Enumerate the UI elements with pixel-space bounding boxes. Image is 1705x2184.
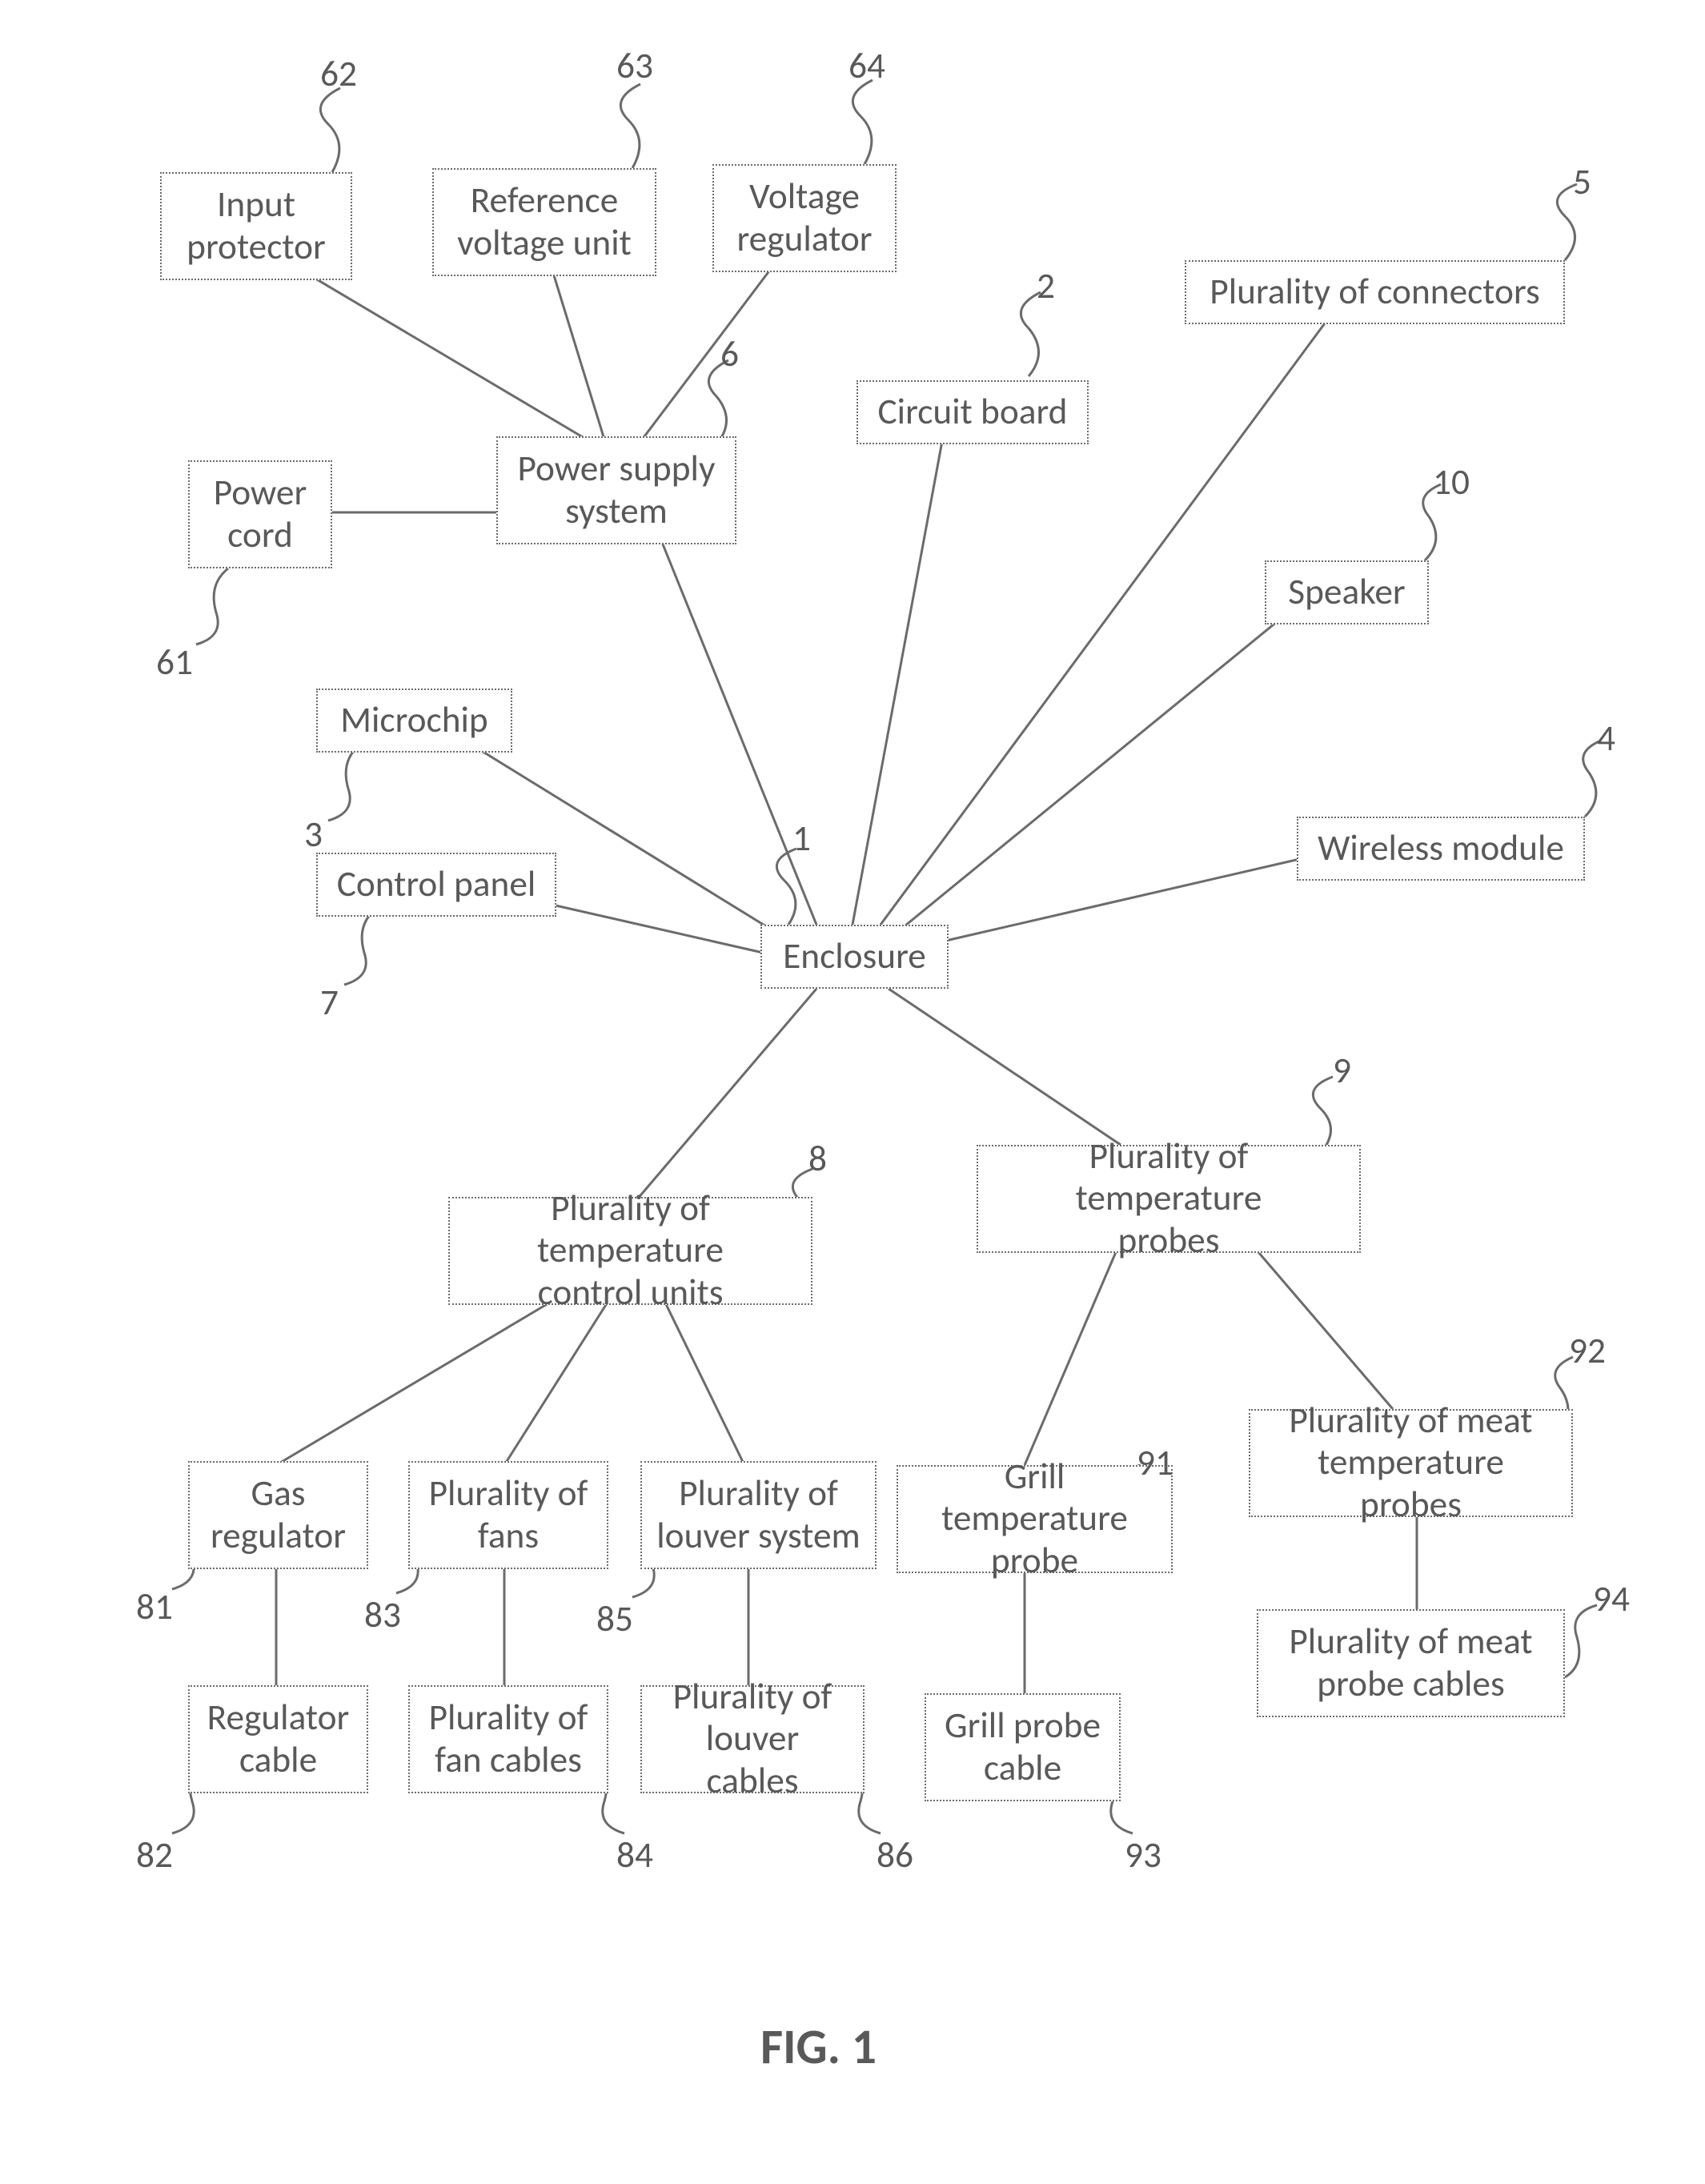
node-label: Plurality oflouver system — [656, 1473, 860, 1556]
node-temp-probes: Plurality of temperatureprobes — [977, 1145, 1361, 1253]
ref-power-cord: 61 — [156, 640, 193, 685]
node-voltage-regulator: Voltageregulator — [712, 164, 897, 272]
node-label: Microchip — [340, 700, 488, 741]
node-label: Enclosure — [783, 936, 926, 978]
node-power-supply: Power supplysystem — [496, 436, 736, 544]
ref-circuit-board: 2 — [1037, 264, 1055, 308]
node-grill-probe-cable: Grill probecable — [925, 1693, 1121, 1801]
ref-fan-cables: 84 — [616, 1833, 653, 1877]
node-label: Gasregulator — [211, 1473, 346, 1556]
ref-speaker: 10 — [1433, 460, 1470, 504]
ref-wireless: 4 — [1597, 717, 1615, 761]
node-label: Plurality of temperaturecontrol units — [464, 1188, 796, 1313]
node-louver-cables: Plurality oflouver cables — [640, 1685, 865, 1793]
ref-enclosure: 1 — [792, 817, 811, 861]
node-label: Plurality of connectors — [1210, 271, 1539, 313]
node-label: Plurality of meattemperature probes — [1265, 1400, 1557, 1525]
ref-voltage-regulator: 64 — [848, 44, 885, 88]
node-meat-temp-probes: Plurality of meattemperature probes — [1249, 1409, 1573, 1517]
ref-fans: 83 — [364, 1593, 401, 1637]
node-control-panel: Control panel — [316, 853, 556, 917]
ref-connectors: 5 — [1573, 160, 1591, 204]
node-temp-control: Plurality of temperaturecontrol units — [448, 1197, 812, 1305]
node-regulator-cable: Regulatorcable — [188, 1685, 368, 1793]
connector-lines — [0, 0, 1705, 2184]
node-label: Plurality of temperatureprobes — [993, 1136, 1345, 1261]
node-label: Plurality of meatprobe cables — [1289, 1621, 1532, 1704]
node-label: Voltageregulator — [736, 176, 872, 259]
node-label: Speaker — [1288, 572, 1405, 613]
node-label: Plurality offan cables — [429, 1697, 588, 1781]
ref-grill-probe-cable: 93 — [1125, 1833, 1161, 1877]
node-grill-temp-probe: Grill temperatureprobe — [897, 1465, 1173, 1573]
node-circuit-board: Circuit board — [857, 380, 1089, 444]
node-wireless: Wireless module — [1297, 817, 1585, 881]
ref-microchip: 3 — [304, 813, 323, 857]
node-enclosure: Enclosure — [760, 925, 949, 989]
ref-meat-probe-cables: 94 — [1593, 1577, 1630, 1621]
node-input-protector: Inputprotector — [160, 172, 352, 280]
ref-grill-temp-probe: 91 — [1137, 1441, 1173, 1485]
ref-louver-system: 85 — [596, 1597, 633, 1641]
ref-temp-probes: 9 — [1333, 1049, 1351, 1093]
node-label: Grill probecable — [945, 1705, 1101, 1789]
ref-reference-voltage: 63 — [616, 44, 653, 88]
diagram-stage: Inputprotector Referencevoltage unit Vol… — [0, 0, 1705, 2184]
node-label: Inputprotector — [187, 184, 326, 267]
node-microchip: Microchip — [316, 689, 512, 753]
node-label: Wireless module — [1318, 828, 1564, 869]
node-fan-cables: Plurality offan cables — [408, 1685, 608, 1793]
node-label: Grill temperatureprobe — [913, 1456, 1157, 1581]
node-connectors: Plurality of connectors — [1185, 260, 1565, 324]
ref-louver-cables: 86 — [877, 1833, 913, 1877]
ref-power-supply: 6 — [720, 332, 739, 376]
node-label: Power supplysystem — [518, 448, 716, 532]
node-label: Referencevoltage unit — [457, 180, 632, 263]
node-label: Plurality oflouver cables — [656, 1676, 848, 1801]
node-label: Plurality offans — [429, 1473, 588, 1556]
figure-label: FIG. 1 — [760, 2017, 877, 2077]
node-reference-voltage: Referencevoltage unit — [432, 168, 656, 276]
node-power-cord: Powercord — [188, 460, 332, 568]
ref-temp-control: 8 — [808, 1137, 827, 1181]
node-meat-probe-cables: Plurality of meatprobe cables — [1257, 1609, 1565, 1717]
ref-regulator-cable: 82 — [136, 1833, 173, 1877]
node-louver-system: Plurality oflouver system — [640, 1461, 877, 1569]
node-speaker: Speaker — [1265, 560, 1429, 624]
node-label: Regulatorcable — [207, 1697, 350, 1781]
ref-meat-temp-probes: 92 — [1569, 1329, 1606, 1373]
ref-input-protector: 62 — [320, 52, 357, 96]
node-gas-regulator: Gasregulator — [188, 1461, 368, 1569]
node-label: Control panel — [337, 864, 536, 905]
node-fans: Plurality offans — [408, 1461, 608, 1569]
ref-gas-regulator: 81 — [136, 1585, 173, 1629]
ref-control-panel: 7 — [320, 981, 339, 1025]
node-label: Circuit board — [878, 391, 1068, 433]
node-label: Powercord — [214, 472, 307, 556]
